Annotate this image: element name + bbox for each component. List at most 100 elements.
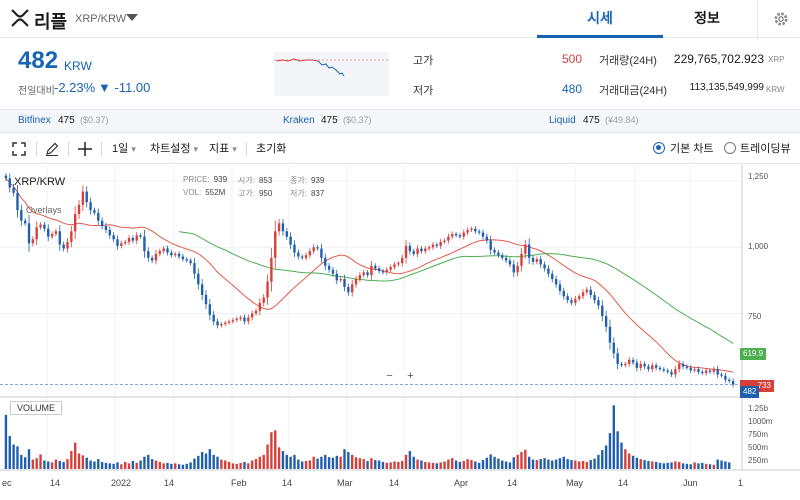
volume-bar [350, 454, 354, 469]
candle-body [70, 231, 73, 242]
ma-long-price-tag: 619.9 [740, 348, 767, 360]
candle-body [731, 381, 735, 385]
overlays-label[interactable]: Overlays [26, 205, 62, 215]
candle-body [477, 231, 481, 233]
legend-low-value: 837 [310, 189, 325, 198]
candle-body [324, 257, 327, 266]
candle-body [512, 264, 515, 273]
volume-bar [362, 459, 365, 469]
exchange-name-bitfinex[interactable]: Bitfinex [18, 115, 51, 126]
interval-label: 1일 [112, 143, 129, 155]
x-tick-label: 1 [738, 478, 744, 488]
candle-body [77, 204, 81, 215]
volume-bar [643, 460, 646, 469]
volume-bar [624, 449, 627, 469]
x-tick-label: May [566, 478, 584, 488]
volume-bar [70, 451, 73, 469]
candle-body [466, 229, 469, 233]
volume-bar [147, 454, 150, 469]
candle-body [670, 371, 673, 375]
pair-dropdown-caret-icon[interactable] [126, 14, 138, 21]
interval-dropdown[interactable]: 1일 ▾ [112, 140, 136, 156]
legend-close: 종가: 939 [290, 175, 324, 186]
candle-body [270, 257, 273, 282]
volume-bar [200, 452, 204, 469]
volume-bar [693, 462, 696, 469]
chevron-down-icon: ▾ [232, 144, 237, 154]
candle-body [720, 374, 723, 376]
volume-bar [524, 449, 527, 469]
candlestick-chart-svg[interactable] [0, 165, 800, 500]
current-price: 482 [18, 47, 59, 74]
x-tick-label: Feb [231, 478, 247, 488]
candle-body [193, 263, 196, 274]
fullscreen-icon[interactable] [12, 142, 26, 156]
candle-body [204, 294, 208, 305]
candle-body [131, 237, 135, 241]
candle-body [701, 371, 704, 374]
mini-sparkline-red [275, 58, 319, 62]
volume-bar [585, 461, 589, 469]
volume-bar [435, 463, 439, 469]
candle-body [266, 281, 269, 298]
volume-bar [527, 456, 531, 469]
volume-bar [427, 462, 431, 469]
candle-body [658, 367, 662, 370]
exchange-name-kraken[interactable]: Kraken [283, 115, 315, 126]
candle-body [504, 257, 508, 261]
volume-bar [158, 461, 162, 469]
volume-bar [504, 461, 508, 469]
candle-body [412, 251, 415, 254]
volume-bar [250, 460, 254, 469]
volume-bar [39, 454, 42, 469]
candle-body [81, 191, 85, 205]
turnover-24h-value: 113,135,549,999 [689, 82, 764, 93]
volume-bar [497, 458, 500, 469]
mini-sparkline-blue [317, 60, 345, 77]
exchange-name-liquid[interactable]: Liquid [549, 115, 576, 126]
volume-bar [116, 462, 119, 469]
candle-body [370, 265, 373, 276]
top-bar: 리플 XRP/KRW 시세 정보 [0, 0, 800, 38]
candle-body [589, 289, 592, 295]
candle-body [235, 318, 238, 321]
pencil-icon[interactable] [45, 142, 59, 156]
tab-market[interactable]: 시세 [537, 0, 663, 38]
volume-bar [104, 462, 108, 469]
volume-24h-label: 거래량(24H) [599, 55, 657, 67]
basic-chart-label[interactable]: 기본 차트 [670, 143, 714, 155]
change-rate: -2.23% [54, 80, 96, 95]
volume-bar [608, 433, 612, 469]
candle-body [631, 359, 635, 363]
crosshair-icon[interactable] [77, 141, 93, 157]
volume-bar [89, 460, 92, 469]
volume-bar [185, 463, 188, 469]
price-chart[interactable]: XRP/KRW Overlays PRICE: 939 VOL: 552M 시가: 8… [0, 165, 800, 500]
indicators-dropdown[interactable]: 지표 ▾ [209, 140, 237, 156]
candle-body [289, 236, 292, 245]
tradingview-radio[interactable] [724, 142, 736, 154]
gear-icon[interactable] [772, 10, 790, 28]
change-amount: ▼ -11.00 [98, 80, 151, 95]
zoom-out-button[interactable]: − [380, 370, 399, 384]
legend-vol: VOL: 552M [183, 188, 225, 197]
candle-body [447, 236, 450, 241]
candle-body [366, 272, 369, 276]
volume-tick-label: 500m [748, 443, 769, 452]
tradingview-label[interactable]: 트레이딩뷰 [740, 143, 791, 155]
volume-bar [635, 457, 639, 469]
candle-body [212, 314, 215, 322]
basic-chart-radio[interactable] [653, 142, 665, 154]
chart-settings-dropdown[interactable]: 차트설정 ▾ [150, 140, 198, 156]
candle-body [343, 279, 346, 287]
candle-body [262, 297, 265, 303]
volume-bar [670, 462, 673, 469]
candle-body [674, 369, 677, 375]
volume-bar [47, 461, 50, 469]
tab-info[interactable]: 정보 [694, 10, 720, 26]
candle-body [100, 220, 104, 227]
reset-button[interactable]: 초기화 [256, 143, 287, 155]
candle-body [339, 279, 342, 281]
volume-bar [366, 460, 369, 469]
zoom-in-button[interactable]: + [401, 370, 420, 384]
